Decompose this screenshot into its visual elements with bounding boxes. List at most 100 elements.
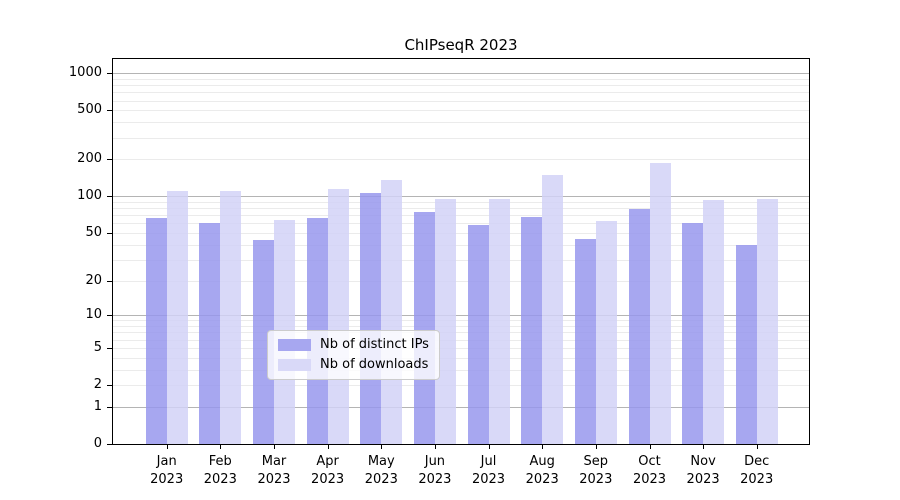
legend-item-downloads: Nb of downloads: [278, 357, 429, 373]
y-tick-mark: [107, 196, 112, 198]
bar-downloads: [166, 190, 188, 444]
gridline-minor: [113, 159, 809, 161]
gridline-major: [113, 196, 809, 198]
y-tick-label: 10: [85, 307, 102, 323]
gridline-minor: [113, 233, 809, 234]
x-tick-mark: [381, 445, 383, 449]
bar-distinct-ips: [735, 244, 757, 444]
gridline-minor: [113, 100, 809, 102]
x-tick-label: Apr 2023: [311, 454, 345, 487]
gridline-minor: [113, 259, 809, 261]
bar-downloads: [327, 188, 349, 444]
x-tick-mark: [220, 445, 222, 449]
y-tick-mark: [107, 347, 112, 349]
gridline-minor: [113, 339, 809, 341]
gridline-minor: [113, 137, 809, 139]
gridline-minor: [113, 332, 809, 334]
bar-distinct-ips: [199, 223, 221, 444]
gridline-major: [113, 406, 809, 408]
legend-swatch-distinct-ips: [278, 339, 311, 351]
chart-title: ChIPseqR 2023: [404, 36, 518, 54]
y-tick-label: 50: [85, 225, 102, 240]
gridline-minor: [113, 122, 809, 124]
gridline-minor: [113, 347, 809, 349]
x-tick-mark: [166, 445, 168, 449]
legend-label-distinct-ips: Nb of distinct IPs: [320, 337, 429, 352]
y-tick-label: 20: [85, 272, 102, 288]
bar-distinct-ips: [145, 218, 167, 444]
gridline-minor: [113, 385, 809, 386]
x-tick-mark: [488, 445, 490, 449]
y-tick-mark: [107, 315, 112, 317]
x-tick-mark: [327, 445, 329, 449]
y-tick-label: 500: [77, 102, 102, 118]
x-tick-label: Jun 2023: [418, 454, 452, 487]
gridline-minor: [113, 369, 809, 371]
x-tick-mark: [703, 445, 705, 449]
x-tick-label: May 2023: [364, 454, 398, 487]
gridline-minor: [113, 280, 809, 282]
legend: Nb of distinct IPs Nb of downloads: [267, 330, 440, 380]
bar-downloads: [703, 199, 725, 444]
y-tick-label: 100: [77, 188, 102, 204]
y-tick-label: 1000: [68, 65, 102, 81]
bar-downloads: [488, 198, 510, 444]
bar-downloads: [649, 162, 671, 444]
x-tick-label: Oct 2023: [632, 454, 667, 487]
y-tick-mark: [107, 110, 112, 112]
gridline-minor: [113, 357, 809, 359]
gridline-minor: [113, 223, 809, 225]
gridline-minor: [113, 110, 809, 112]
gridline-minor: [113, 320, 809, 322]
x-tick-mark: [756, 445, 758, 449]
y-tick-label: 5: [93, 339, 102, 355]
bar-downloads: [595, 220, 617, 444]
bar-distinct-ips: [413, 211, 435, 444]
x-tick-mark: [649, 445, 651, 449]
gridline-minor: [113, 92, 809, 94]
y-tick-label: 1: [93, 398, 102, 414]
x-tick-label: Mar 2023: [257, 454, 291, 487]
legend-label-downloads: Nb of downloads: [320, 357, 429, 372]
bar-distinct-ips: [574, 238, 596, 444]
plot-area: [113, 59, 809, 444]
legend-item-distinct-ips: Nb of distinct IPs: [278, 337, 429, 353]
y-tick-mark: [107, 159, 112, 161]
y-tick-label: 200: [77, 151, 102, 167]
y-tick-mark: [107, 385, 112, 386]
x-tick-label: Jul 2023: [471, 454, 506, 487]
x-tick-mark: [274, 445, 275, 449]
x-tick-mark: [434, 445, 436, 449]
bar-downloads: [434, 198, 456, 444]
bar-distinct-ips: [360, 192, 382, 444]
y-tick-mark: [107, 406, 112, 408]
x-tick-label: Dec 2023: [740, 454, 774, 487]
bar-downloads: [381, 180, 403, 444]
y-tick-label: 0: [93, 436, 102, 451]
gridline-minor: [113, 244, 809, 246]
gridline-minor: [113, 208, 809, 210]
y-tick-label: 2: [93, 377, 102, 392]
x-tick-label: Feb 2023: [203, 454, 237, 487]
bar-distinct-ips: [521, 216, 543, 444]
bar-distinct-ips: [682, 222, 704, 444]
x-tick-mark: [595, 445, 597, 449]
gridline-minor: [113, 326, 809, 328]
y-tick-mark: [107, 444, 112, 445]
gridline-minor: [113, 201, 809, 203]
y-tick-mark: [107, 233, 112, 234]
legend-swatch-downloads: [278, 359, 311, 371]
gridline-minor: [113, 78, 809, 80]
bar-downloads: [542, 174, 564, 444]
bar-downloads: [756, 198, 778, 444]
bar-distinct-ips: [467, 225, 489, 444]
gridline-major: [113, 73, 809, 75]
gridline-minor: [113, 85, 809, 87]
gridline-minor: [113, 215, 809, 217]
x-tick-label: Jan 2023: [150, 454, 184, 487]
bar-downloads: [220, 190, 242, 444]
bar-distinct-ips: [628, 208, 650, 444]
y-tick-mark: [107, 280, 112, 282]
x-tick-label: Aug 2023: [525, 454, 559, 487]
